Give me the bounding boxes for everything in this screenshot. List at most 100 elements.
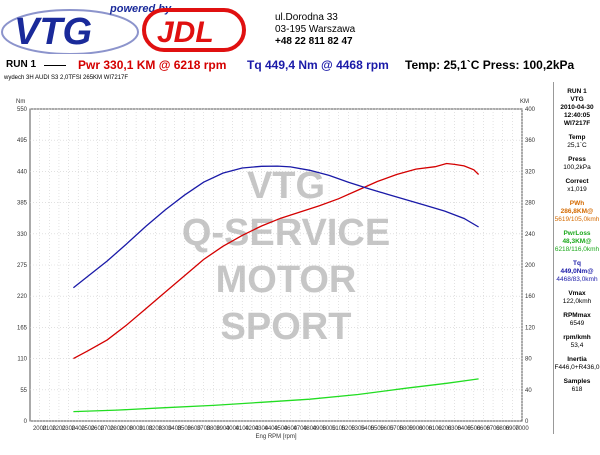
y-right-tick-label: 40 <box>525 388 532 394</box>
chart-header: RUN 1 Pwr 330,1 KM @ 6218 rpm Tq 449,4 N… <box>0 58 600 74</box>
x-tick-label: 3500 <box>178 426 192 432</box>
side-tq-value1: 449,0Nm@ <box>560 268 594 275</box>
x-tick-label: 3300 <box>158 426 172 432</box>
x-tick-label: 2300 <box>62 426 76 432</box>
x-tick-label: 6900 <box>506 426 520 432</box>
side-correct-value: x1,019 <box>567 186 587 193</box>
side-rpmmax-value: 6549 <box>569 320 585 327</box>
y-left-tick-label: 550 <box>17 107 28 113</box>
side-pwrloss-value2: 6218/116,0kmh <box>554 246 600 253</box>
y-right-tick-label: 200 <box>525 263 536 269</box>
side-id: WI7217F <box>563 120 591 127</box>
address-street: ul.Dorodna 33 <box>275 12 338 23</box>
side-pwh-label: PWh <box>569 200 585 207</box>
x-tick-label: 2500 <box>81 426 95 432</box>
x-tick-label: 5800 <box>400 426 414 432</box>
logo-jdl-text: JDL <box>157 16 214 49</box>
x-tick-label: 4200 <box>245 426 259 432</box>
side-rpmkmh-label: rpm/kmh <box>563 334 591 341</box>
x-tick-label: 3800 <box>207 426 221 432</box>
x-tick-label: 4700 <box>293 426 307 432</box>
x-axis-label: Eng RPM [rpm] <box>255 434 296 440</box>
y-left-tick-label: 165 <box>17 325 28 331</box>
y-right-tick-label: 360 <box>525 138 536 144</box>
watermark: VTG Q-SERVICE MOTOR SPORT <box>182 165 390 348</box>
side-inertia-value: F446,0+R436,0 <box>554 364 600 371</box>
side-temp-value: 25,1`C <box>567 142 587 149</box>
x-tick-label: 4100 <box>236 426 250 432</box>
x-tick-label: 7000 <box>515 426 529 432</box>
x-tick-label: 3200 <box>149 426 163 432</box>
x-tick-label: 6800 <box>496 426 510 432</box>
y-left-tick-label: 275 <box>17 263 28 269</box>
y-left-tick-label: 110 <box>17 357 27 363</box>
y-right-tick-label: 80 <box>525 357 532 363</box>
run-label: RUN 1 <box>6 59 37 70</box>
watermark-line: VTG <box>247 165 325 207</box>
y-right-tick-label: 280 <box>525 201 536 207</box>
y-left-tick-label: 0 <box>24 419 28 425</box>
x-tick-label: 2400 <box>72 426 86 432</box>
run-line-legend <box>44 65 66 66</box>
logo-graphic: powered by VTG JDL <box>1 3 246 54</box>
side-rpmkmh-value: 53,4 <box>570 342 584 349</box>
series-line-pwrloss <box>73 378 479 413</box>
x-tick-label: 4900 <box>313 426 327 432</box>
grid-lines <box>30 108 523 422</box>
y-right-axis-label: KM <box>520 99 529 105</box>
x-tick-label: 3700 <box>197 426 211 432</box>
header-power: Pwr 330,1 KM @ 6218 rpm <box>78 58 227 72</box>
x-tick-label: 2600 <box>91 426 105 432</box>
x-tick-label: 2000 <box>33 426 47 432</box>
x-tick-label: 2200 <box>52 426 66 432</box>
y-left-tick-label: 330 <box>17 232 28 238</box>
side-tq-value2: 4468/83,0kmh <box>556 276 598 283</box>
address-block: ul.Dorodna 33 03-195 Warszawa +48 22 811… <box>275 12 355 48</box>
side-pwh-value2: 5619/105,0kmh <box>554 216 600 223</box>
y-right-tick-label: 240 <box>525 232 536 238</box>
x-tick-label: 5500 <box>371 426 385 432</box>
side-rpmmax-label: RPMmax <box>563 312 591 319</box>
address-city: 03-195 Warszawa <box>275 24 356 35</box>
x-tick-label: 5400 <box>361 426 375 432</box>
x-tick-label: 5100 <box>332 426 346 432</box>
y-right-tick-label: 120 <box>525 325 536 331</box>
watermark-line: MOTOR <box>216 259 357 301</box>
side-vmax-label: Vmax <box>568 290 586 297</box>
side-pwrloss-label: PwrLoss <box>563 230 591 237</box>
y-right-tick-label: 160 <box>525 294 536 300</box>
x-tick-label: 5200 <box>342 426 356 432</box>
side-samples-value: 618 <box>571 386 583 393</box>
side-press-label: Press <box>568 156 586 163</box>
watermark-line: SPORT <box>221 306 352 348</box>
x-tick-label: 4600 <box>284 426 298 432</box>
x-tick-label: 6200 <box>438 426 452 432</box>
x-tick-label: 4500 <box>274 426 288 432</box>
side-tq-label: Tq <box>573 260 581 267</box>
header-conditions: Temp: 25,1`C Press: 100,2kPa <box>405 58 575 72</box>
y-left-tick-label: 55 <box>20 388 27 394</box>
x-tick-label: 5600 <box>380 426 394 432</box>
x-tick-label: 5000 <box>322 426 336 432</box>
x-tick-label: 2100 <box>43 426 57 432</box>
x-tick-label: 5700 <box>390 426 404 432</box>
x-tick-label: 4000 <box>226 426 240 432</box>
y-right-tick-label: 320 <box>525 169 536 175</box>
y-right-tick-label: 400 <box>525 107 536 113</box>
x-tick-label: 5900 <box>409 426 423 432</box>
x-tick-label: 2900 <box>120 426 134 432</box>
watermark-line: Q-SERVICE <box>182 212 390 254</box>
series-line-pwr <box>73 162 480 360</box>
side-date: 2010-04-30 <box>560 104 594 111</box>
y-right-tick-label: 0 <box>525 419 529 425</box>
series-line-tq <box>72 165 479 289</box>
side-pwrloss-value1: 48,3KM@ <box>562 238 592 245</box>
x-tick-label: 6700 <box>486 426 500 432</box>
vtg-jdl-logo: powered by VTG JDL <box>0 0 260 54</box>
x-tick-label: 3900 <box>216 426 230 432</box>
header-torque: Tq 449,4 Nm @ 4468 rpm <box>247 58 389 72</box>
x-tick-label: 4800 <box>303 426 317 432</box>
x-tick-label: 5300 <box>351 426 365 432</box>
x-tick-label: 2800 <box>110 426 124 432</box>
